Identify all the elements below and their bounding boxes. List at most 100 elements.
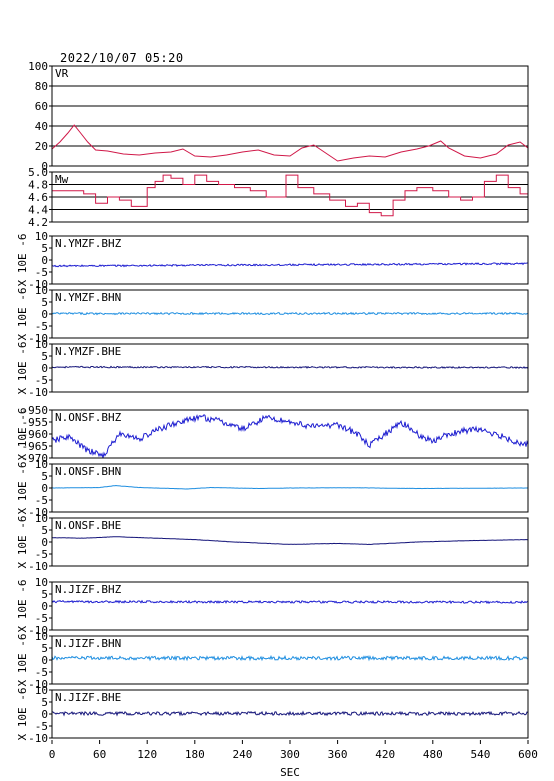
x-tick-label: 540 [470, 748, 490, 761]
y-axis-label: X 10E -6 [16, 342, 29, 395]
header-timestamp: 2022/10/07 05:20 [60, 51, 184, 65]
y-tick-label: 0 [41, 600, 48, 613]
y-tick-label: 0 [41, 254, 48, 267]
y-tick-label: 0 [41, 160, 48, 173]
y-tick-label: 0 [41, 708, 48, 721]
x-tick-label: 60 [93, 748, 106, 761]
series-line-ymzf-bhz [51, 262, 528, 268]
panel-frame [51, 635, 529, 685]
panel-frame [51, 581, 529, 631]
y-tick-label: 0 [41, 654, 48, 667]
series-line-onsf-bhz [51, 414, 529, 459]
y-tick-label: 10 [35, 230, 48, 243]
x-tick-label: 0 [49, 748, 56, 761]
y-tick-label: 0 [41, 308, 48, 321]
y-tick-label: 5 [41, 470, 48, 483]
y-tick-label: -950 [22, 404, 49, 417]
panel-title: N.YMZF.BHE [55, 345, 121, 358]
x-tick-label: 420 [375, 748, 395, 761]
x-tick-label: 480 [423, 748, 443, 761]
y-tick-label: 4.2 [28, 216, 48, 229]
y-tick-label: 5 [41, 242, 48, 255]
y-axis-label: X 10E -6 [16, 462, 29, 515]
y-tick-label: -10 [28, 624, 48, 637]
panel-vr: 0 20 40 60 80 100 VR [28, 60, 529, 173]
y-tick-label: -955 [22, 416, 49, 429]
y-tick-label: -10 [28, 732, 48, 745]
y-tick-label: 4.6 [28, 191, 48, 204]
panel-frame [51, 65, 529, 167]
panel-frame [51, 517, 529, 567]
series-line-ymzf-bhn [51, 311, 529, 316]
y-tick-label: -965 [22, 440, 49, 453]
y-tick-label: 10 [35, 458, 48, 471]
panel-mw: 4.24.44.64.85.0 Mw [28, 166, 529, 229]
series-line-jizf-bhz [51, 599, 529, 605]
y-tick-label: -970 [22, 452, 49, 465]
x-axis-label: SEC [280, 766, 300, 779]
y-tick-label: 10 [35, 284, 48, 297]
y-tick-label: 5 [41, 696, 48, 709]
y-tick-label: -5 [35, 266, 48, 279]
x-tick-label: 240 [232, 748, 252, 761]
panels: 020406080100VR4.24.44.64.85.0Mw-10-50510… [16, 60, 529, 745]
y-tick-label: 40 [35, 120, 48, 133]
panel-title: VR [55, 67, 69, 80]
y-axis-label: X 10E -6 [16, 288, 29, 341]
y-axis-label: X 10E -6 [16, 634, 29, 687]
x-tick-label: 180 [185, 748, 205, 761]
y-tick-label: -5 [35, 548, 48, 561]
y-axis-label: X 10E -6 [16, 408, 29, 461]
y-tick-label: -5 [35, 612, 48, 625]
y-tick-label: 60 [35, 100, 48, 113]
panel-title: N.ONSF.BHE [55, 519, 121, 532]
y-tick-label: 4.8 [28, 179, 48, 192]
y-tick-label: 10 [35, 576, 48, 589]
x-tick-label: 300 [280, 748, 300, 761]
y-tick-label: 5 [41, 524, 48, 537]
y-tick-label: -10 [28, 678, 48, 691]
y-tick-label: 0 [41, 536, 48, 549]
series-line-onsf-bhe [51, 536, 529, 546]
y-tick-label: -10 [28, 278, 48, 291]
y-tick-label: -5 [35, 320, 48, 333]
x-tick-label: 360 [328, 748, 348, 761]
panel-title: N.YMZF.BHZ [55, 237, 122, 250]
y-tick-label: 4.4 [28, 204, 48, 217]
series-line-jizf-bhe [51, 710, 529, 717]
y-tick-label: -10 [28, 506, 48, 519]
y-axis-label: X 10E -6 [16, 580, 29, 633]
y-tick-label: 20 [35, 140, 48, 153]
y-axis-label: X 10E -6 [16, 688, 29, 741]
series-line-mw [52, 174, 529, 217]
y-tick-label: 10 [35, 630, 48, 643]
y-tick-label: -960 [22, 428, 49, 441]
y-tick-label: -10 [28, 560, 48, 573]
y-tick-label: 5 [41, 642, 48, 655]
panel-onsf-bhz: -970-965-960-955-950 N.ONSF.BHZ X 10E -6 [16, 404, 529, 465]
y-tick-label: 100 [28, 60, 48, 73]
series-line-ymzf-bhe [51, 365, 529, 369]
y-axis-label: X 10E -6 [16, 516, 29, 569]
x-tick-label: 120 [137, 748, 157, 761]
y-tick-label: 0 [41, 482, 48, 495]
y-axis-label: X 10E -6 [16, 234, 29, 287]
y-tick-label: 5 [41, 296, 48, 309]
y-tick-label: 80 [35, 80, 48, 93]
y-tick-label: 10 [35, 338, 48, 351]
y-tick-label: -10 [28, 386, 48, 399]
y-tick-label: 0 [41, 362, 48, 375]
y-tick-label: 10 [35, 684, 48, 697]
panel-title: N.JIZF.BHE [55, 691, 121, 704]
panel-frame [51, 235, 529, 285]
series-line-vr [51, 124, 529, 162]
y-tick-label: 5 [41, 588, 48, 601]
